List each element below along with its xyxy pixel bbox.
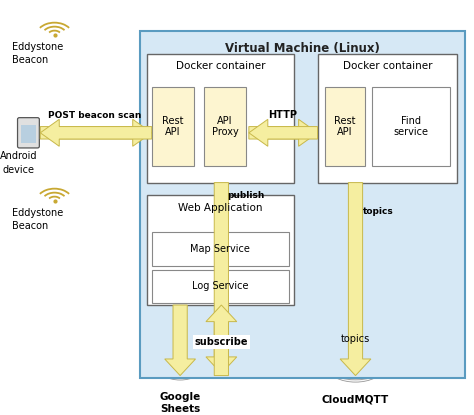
Text: Web Application: Web Application — [178, 203, 263, 212]
Ellipse shape — [140, 356, 168, 374]
Ellipse shape — [156, 347, 186, 365]
Text: topics: topics — [363, 207, 393, 216]
Text: HTTP: HTTP — [268, 110, 298, 120]
Text: Google
Sheets: Google Sheets — [159, 392, 201, 414]
Ellipse shape — [145, 349, 182, 372]
Text: Eddystone
Beacon: Eddystone Beacon — [12, 208, 63, 231]
Text: Map Service: Map Service — [191, 244, 250, 254]
Text: Docker container: Docker container — [343, 61, 432, 71]
FancyArrow shape — [165, 305, 195, 376]
FancyArrow shape — [249, 120, 318, 146]
Text: Find
service: Find service — [394, 116, 428, 137]
Ellipse shape — [184, 359, 213, 374]
Ellipse shape — [315, 351, 357, 374]
FancyBboxPatch shape — [18, 117, 39, 148]
Text: topics: topics — [341, 334, 370, 344]
FancyArrow shape — [249, 120, 318, 146]
FancyBboxPatch shape — [21, 125, 36, 143]
Ellipse shape — [310, 359, 342, 376]
Ellipse shape — [369, 359, 401, 376]
Text: Android
device: Android device — [0, 151, 38, 175]
FancyBboxPatch shape — [152, 270, 289, 303]
Ellipse shape — [353, 351, 396, 374]
FancyBboxPatch shape — [147, 54, 294, 183]
Ellipse shape — [147, 359, 176, 374]
FancyBboxPatch shape — [152, 87, 194, 166]
Text: Docker container: Docker container — [176, 61, 265, 71]
Ellipse shape — [192, 356, 220, 374]
FancyArrow shape — [206, 305, 237, 376]
Text: POST beacon scan: POST beacon scan — [48, 111, 141, 120]
FancyArrow shape — [206, 183, 237, 374]
FancyArrow shape — [40, 120, 152, 146]
Ellipse shape — [178, 349, 215, 372]
Text: Eddystone
Beacon: Eddystone Beacon — [12, 42, 63, 65]
FancyBboxPatch shape — [140, 31, 465, 378]
FancyBboxPatch shape — [152, 232, 289, 266]
FancyBboxPatch shape — [318, 54, 457, 183]
Ellipse shape — [349, 349, 383, 367]
Text: subscribe: subscribe — [195, 337, 248, 347]
Ellipse shape — [160, 359, 201, 378]
FancyBboxPatch shape — [147, 195, 294, 305]
Text: Log Service: Log Service — [192, 281, 249, 291]
Ellipse shape — [328, 349, 362, 367]
FancyArrow shape — [340, 183, 371, 376]
FancyArrow shape — [40, 120, 152, 146]
Text: API
Proxy: API Proxy — [212, 116, 238, 137]
Text: Virtual Machine (Linux): Virtual Machine (Linux) — [225, 42, 380, 54]
Text: Rest
API: Rest API — [162, 116, 184, 137]
FancyBboxPatch shape — [204, 87, 246, 166]
Ellipse shape — [332, 361, 379, 380]
FancyBboxPatch shape — [325, 87, 365, 166]
FancyBboxPatch shape — [372, 87, 450, 166]
Ellipse shape — [174, 347, 204, 365]
Text: CloudMQTT: CloudMQTT — [322, 394, 389, 404]
Text: publish: publish — [228, 191, 265, 200]
Ellipse shape — [156, 350, 204, 380]
Ellipse shape — [361, 361, 393, 376]
Text: Rest
API: Rest API — [334, 116, 356, 137]
Ellipse shape — [328, 352, 383, 382]
Ellipse shape — [318, 361, 350, 376]
